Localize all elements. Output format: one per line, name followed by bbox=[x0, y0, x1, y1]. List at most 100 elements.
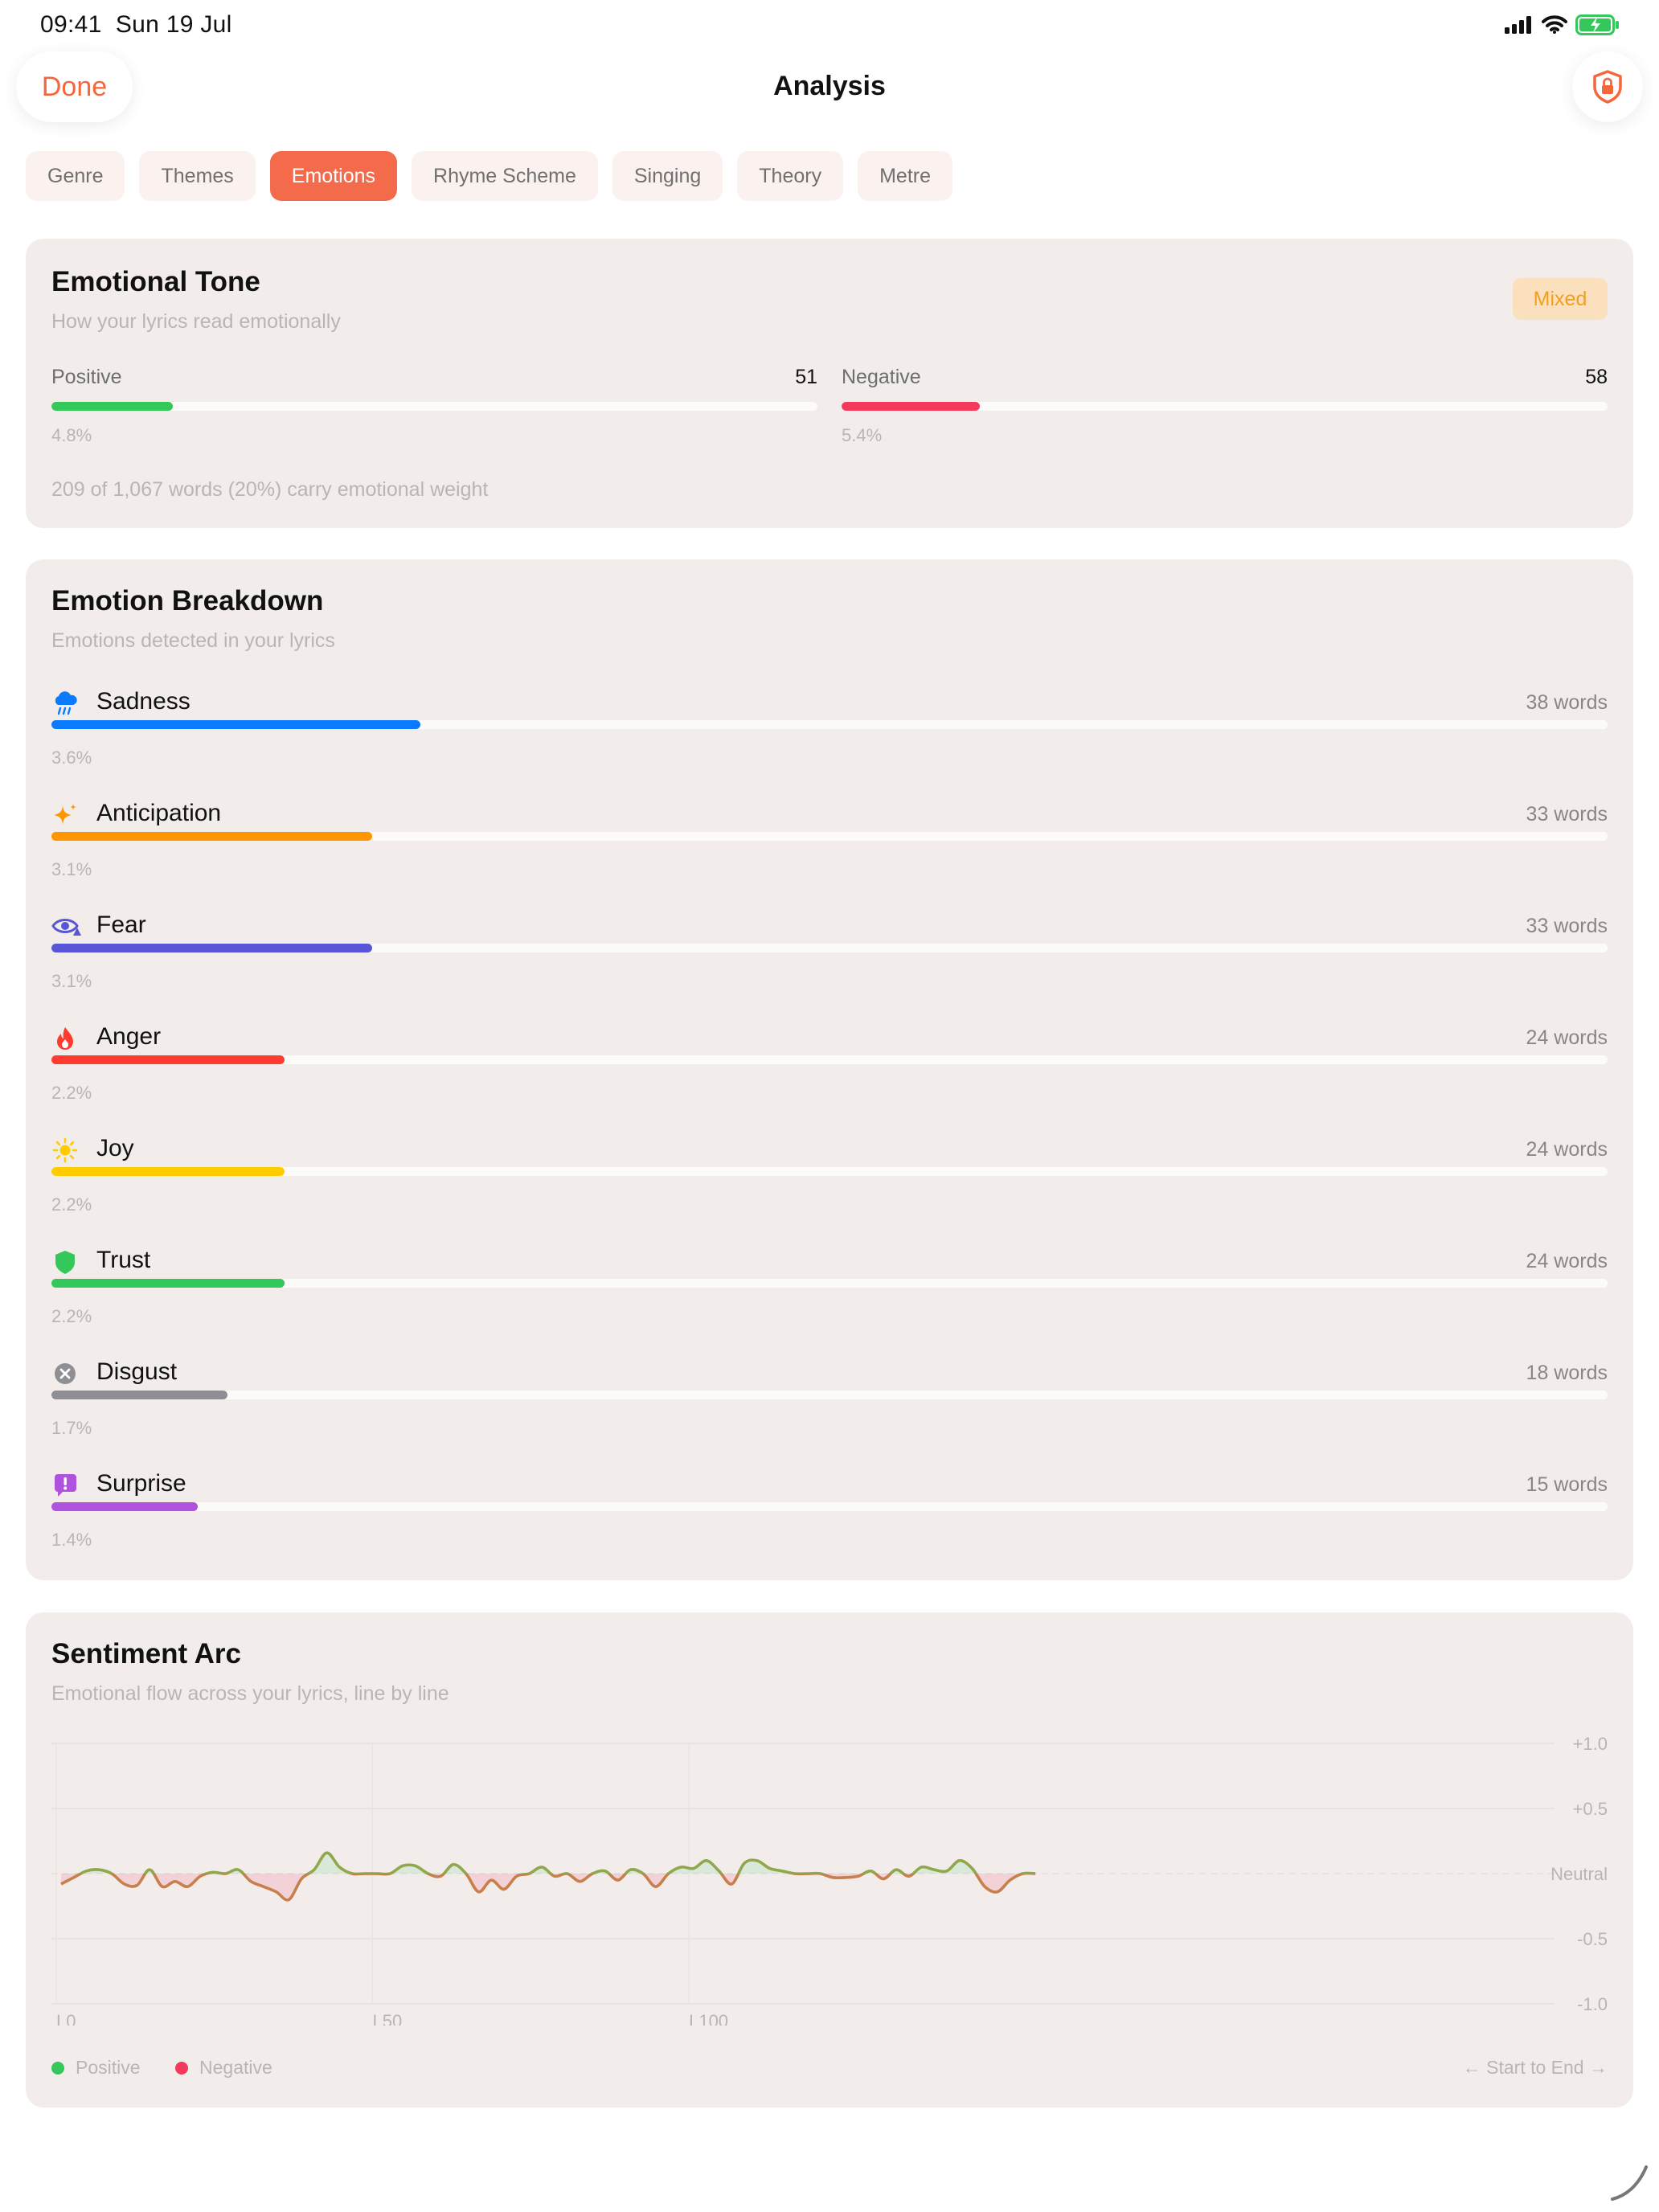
negative-percent: 5.4% bbox=[842, 425, 883, 445]
emotion-bar-fill bbox=[51, 1391, 227, 1399]
emotion-word-count: 15 words bbox=[1526, 1473, 1608, 1496]
emotion-percent: 2.2% bbox=[51, 1194, 92, 1215]
page-title: Analysis bbox=[773, 71, 886, 101]
legend-positive-dot bbox=[51, 2061, 64, 2075]
emotional-weight-footnote: 209 of 1,067 words (20%) carry emotional… bbox=[51, 478, 489, 501]
emotion-row-anticipation: Anticipation 33 words 3.1% bbox=[26, 793, 1633, 905]
emotion-bar-fill bbox=[51, 720, 420, 729]
legend-negative-label: Negative bbox=[199, 2057, 272, 2078]
status-time: 09:41 bbox=[40, 11, 102, 38]
emotion-breakdown-card: Emotion Breakdown Emotions detected in y… bbox=[26, 559, 1633, 1580]
lock-shield-icon bbox=[1593, 70, 1622, 104]
direction-label: ← Start to End → bbox=[1462, 2057, 1608, 2078]
positive-label: Positive bbox=[51, 366, 122, 388]
x-tick-label: L50 bbox=[373, 2011, 403, 2026]
legend-positive-label: Positive bbox=[76, 2057, 141, 2078]
sun-icon bbox=[51, 1137, 79, 1164]
emotion-bar-fill bbox=[51, 1167, 285, 1176]
sentiment-arc-title: Sentiment Arc bbox=[51, 1638, 241, 1669]
emotion-name: Fear bbox=[96, 911, 146, 938]
legend-positive: Positive bbox=[51, 2057, 141, 2079]
emotion-bar-fill bbox=[51, 1279, 285, 1288]
emotion-percent: 2.2% bbox=[51, 1083, 92, 1103]
emotion-bar-track bbox=[51, 1279, 1608, 1288]
emotion-bar-track bbox=[51, 720, 1608, 729]
status-icons bbox=[1505, 14, 1620, 35]
emotion-name: Anticipation bbox=[96, 800, 222, 826]
sentiment-arc-chart: +1.0 +0.5 Neutral -0.5 -1.0 L0 L50 L100 bbox=[51, 1734, 1608, 2026]
x-tick-label: L100 bbox=[689, 2011, 728, 2026]
emotion-row-trust: Trust 24 words 2.2% bbox=[26, 1240, 1633, 1352]
emotion-word-count: 24 words bbox=[1526, 1138, 1608, 1161]
emotional-tone-card: Emotional Tone How your lyrics read emot… bbox=[26, 239, 1633, 528]
emotion-word-count: 24 words bbox=[1526, 1250, 1608, 1272]
x-tick-label: L0 bbox=[56, 2011, 76, 2026]
emotion-bar-track bbox=[51, 832, 1608, 841]
battery-charging-icon bbox=[1575, 14, 1619, 35]
emotion-name: Surprise bbox=[96, 1470, 186, 1497]
emotion-row-fear: Fear 33 words 3.1% bbox=[26, 905, 1633, 1017]
tab-rhyme-scheme[interactable]: Rhyme Scheme bbox=[412, 151, 598, 201]
emotion-breakdown-title: Emotion Breakdown bbox=[51, 585, 324, 616]
emotion-breakdown-subtitle: Emotions detected in your lyrics bbox=[51, 629, 335, 652]
direction-hint: ← Start to End → bbox=[1463, 2057, 1608, 2079]
emotion-name: Disgust bbox=[96, 1358, 178, 1385]
emotion-percent: 3.6% bbox=[51, 748, 92, 768]
status-time-date: 09:41 Sun 19 Jul bbox=[40, 11, 232, 39]
positive-percent: 4.8% bbox=[51, 425, 92, 445]
y-tick-label: +1.0 bbox=[1573, 1734, 1608, 1754]
status-bar: 09:41 Sun 19 Jul bbox=[0, 0, 1659, 51]
tab-metre[interactable]: Metre bbox=[858, 151, 952, 201]
emotion-name: Trust bbox=[96, 1247, 151, 1273]
flame-icon bbox=[51, 1025, 79, 1052]
tab-singing[interactable]: Singing bbox=[612, 151, 723, 201]
emotion-row-sadness: Sadness 38 words 3.6% bbox=[26, 682, 1633, 793]
negative-bar-fill bbox=[842, 402, 980, 411]
done-button[interactable]: Done bbox=[16, 51, 133, 122]
tone-badge: Mixed bbox=[1513, 278, 1608, 320]
cloud-rain-icon bbox=[51, 690, 79, 717]
emotion-percent: 3.1% bbox=[51, 859, 92, 879]
negative-count: 58 bbox=[1585, 366, 1608, 388]
tab-emotions[interactable]: Emotions bbox=[269, 151, 398, 201]
positive-count: 51 bbox=[795, 366, 817, 388]
emotion-word-count: 33 words bbox=[1526, 803, 1608, 825]
emotion-bar-fill bbox=[51, 832, 372, 841]
tab-genre[interactable]: Genre bbox=[26, 151, 125, 201]
emotion-word-count: 18 words bbox=[1526, 1362, 1608, 1384]
emotion-bar-track bbox=[51, 944, 1608, 952]
emotion-row-disgust: Disgust 18 words 1.7% bbox=[26, 1352, 1633, 1464]
tab-theory[interactable]: Theory bbox=[737, 151, 844, 201]
emotion-word-count: 24 words bbox=[1526, 1026, 1608, 1049]
y-tick-label: +0.5 bbox=[1573, 1799, 1608, 1819]
privacy-lock-button[interactable] bbox=[1572, 51, 1643, 122]
emotion-percent: 2.2% bbox=[51, 1306, 92, 1326]
emotional-tone-subtitle: How your lyrics read emotionally bbox=[51, 310, 341, 333]
sparkles-icon bbox=[51, 801, 79, 829]
negative-label: Negative bbox=[842, 366, 921, 388]
emotion-bar-track bbox=[51, 1391, 1608, 1399]
tab-themes[interactable]: Themes bbox=[139, 151, 256, 201]
emotion-bar-fill bbox=[51, 1502, 198, 1511]
scribble-indicator-icon bbox=[1611, 2165, 1648, 2201]
negative-bar-track bbox=[842, 402, 1608, 411]
sentiment-line bbox=[60, 1851, 1036, 1902]
emotion-word-count: 38 words bbox=[1526, 691, 1608, 714]
emotion-name: Joy bbox=[96, 1135, 134, 1161]
y-tick-label: -0.5 bbox=[1577, 1929, 1608, 1949]
emotion-percent: 1.4% bbox=[51, 1530, 92, 1550]
emotion-percent: 1.7% bbox=[51, 1418, 92, 1438]
legend-negative-dot bbox=[175, 2061, 188, 2075]
emotion-row-joy: Joy 24 words 2.2% bbox=[26, 1129, 1633, 1240]
wifi-icon bbox=[1542, 15, 1567, 34]
emotion-word-count: 33 words bbox=[1526, 915, 1608, 937]
exclamation-bubble-icon bbox=[51, 1472, 79, 1499]
emotion-name: Sadness bbox=[96, 688, 190, 715]
status-date: Sun 19 Jul bbox=[115, 11, 232, 38]
cellular-signal-icon bbox=[1505, 16, 1531, 34]
emotion-row-surprise: Surprise 15 words 1.4% bbox=[26, 1464, 1633, 1575]
y-tick-label: Neutral bbox=[1550, 1864, 1608, 1884]
emotion-bar-track bbox=[51, 1055, 1608, 1064]
emotion-percent: 3.1% bbox=[51, 971, 92, 991]
emotional-tone-title: Emotional Tone bbox=[51, 266, 260, 297]
